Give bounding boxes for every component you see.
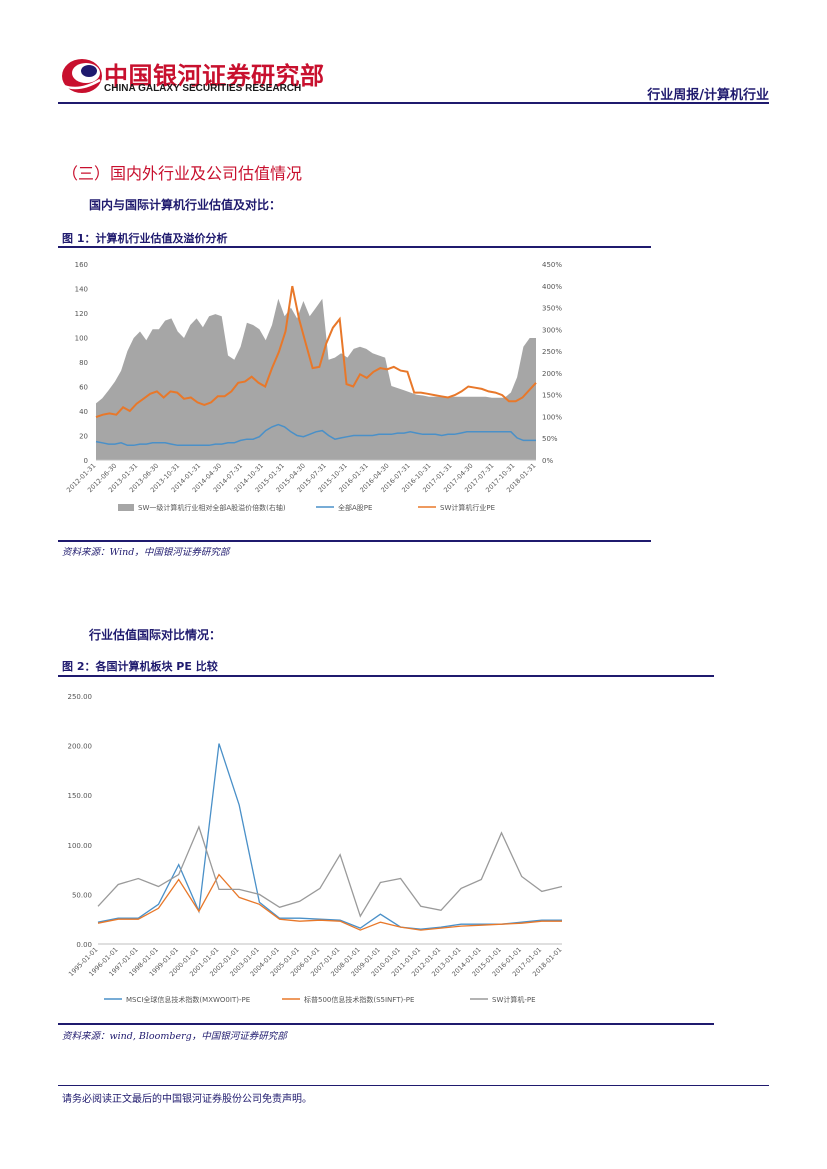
y-tick-label: 0.00 xyxy=(76,941,92,949)
figure1-top-rule xyxy=(58,246,651,248)
logo-chinese-name: 中国银河证券研究部 xyxy=(104,62,325,90)
footer-divider xyxy=(58,1085,769,1086)
series-all-a-pe-line xyxy=(95,423,536,447)
y-right-tick-label: 50% xyxy=(542,435,558,443)
legend-label-all-a-pe: 全部A股PE xyxy=(338,503,372,512)
legend-label-sw-pe: SW计算机行业PE xyxy=(440,503,495,512)
legend-label-2: 标普500信息技术指数(S5INFT)-PE xyxy=(304,995,414,1004)
series-sw-computer-pe-line xyxy=(97,825,563,918)
series-premium-area xyxy=(96,298,536,460)
y-left-tick-label: 40 xyxy=(79,408,88,416)
series-sw-computer-pe-line xyxy=(95,285,537,419)
series-msci-it-pe-line xyxy=(97,743,562,930)
paragraph-international-comparison: 行业估值国际对比情况： xyxy=(89,628,222,642)
series-sp500-it-pe-line xyxy=(97,873,562,931)
figure2-top-rule xyxy=(58,675,714,677)
y-right-tick-label: 200% xyxy=(542,370,562,378)
figure2-title: 图 2：各国计算机板块 PE 比较 xyxy=(62,660,218,673)
y-right-tick-label: 350% xyxy=(542,305,562,313)
figure2-bottom-rule xyxy=(58,1023,714,1025)
y-right-tick-label: 250% xyxy=(542,348,562,356)
legend-label-premium: SW一级计算机行业相对全部A股溢价倍数(右轴) xyxy=(138,503,286,512)
figure1-title: 图 1：计算机行业估值及溢价分析 xyxy=(62,232,228,245)
report-category: 行业周报/计算机行业 xyxy=(647,88,769,103)
y-left-tick-label: 120 xyxy=(75,310,88,318)
y-tick-label: 150.00 xyxy=(68,792,93,800)
header-divider xyxy=(58,102,769,104)
y-tick-label: 50.00 xyxy=(72,891,92,899)
y-tick-label: 200.00 xyxy=(68,743,93,751)
y-left-tick-label: 20 xyxy=(79,433,88,441)
y-right-tick-label: 100% xyxy=(542,413,562,421)
y-left-tick-label: 0 xyxy=(84,457,88,465)
y-right-tick-label: 0% xyxy=(542,457,553,465)
y-right-tick-label: 400% xyxy=(542,283,562,291)
y-left-tick-label: 100 xyxy=(75,335,88,343)
y-left-tick-label: 60 xyxy=(79,384,88,392)
logo-english-name: CHINA GALAXY SECURITIES RESEARCH xyxy=(104,83,302,94)
y-right-tick-label: 150% xyxy=(542,392,562,400)
legend-swatch-premium xyxy=(118,504,134,511)
section-title: （三）国内外行业及公司估值情况 xyxy=(62,164,303,183)
legend-label-3: SW计算机-PE xyxy=(492,995,536,1004)
galaxy-logo-icon xyxy=(62,59,102,93)
y-right-tick-label: 450% xyxy=(542,261,562,269)
y-tick-label: 100.00 xyxy=(68,842,93,850)
figure1-chart: 160 140 120 100 80 60 40 20 0 450% 400% 350% 300% 250… xyxy=(65,261,562,512)
y-tick-label: 250.00 xyxy=(68,693,93,701)
figure1-source: 资料来源：Wind，中国银河证券研究部 xyxy=(62,547,230,558)
figure1-bottom-rule xyxy=(58,540,651,542)
legend-label-1: MSCI全球信息技术指数(MXWO0IT)-PE xyxy=(126,995,250,1004)
y-left-tick-label: 160 xyxy=(75,261,88,269)
disclaimer-note: 请务必阅读正文最后的中国银河证券股份公司免责声明。 xyxy=(62,1094,312,1105)
paragraph-domestic-international: 国内与国际计算机行业估值及对比： xyxy=(89,198,282,212)
y-left-tick-label: 80 xyxy=(79,359,88,367)
y-right-tick-label: 300% xyxy=(542,326,562,334)
y-left-tick-label: 140 xyxy=(75,286,88,294)
figure2-source: 资料来源：wind, Bloomberg，中国银河证券研究部 xyxy=(62,1031,287,1042)
figure2-chart: 250.00200.00150.00100.0050.000.001995-01… xyxy=(67,693,563,1004)
